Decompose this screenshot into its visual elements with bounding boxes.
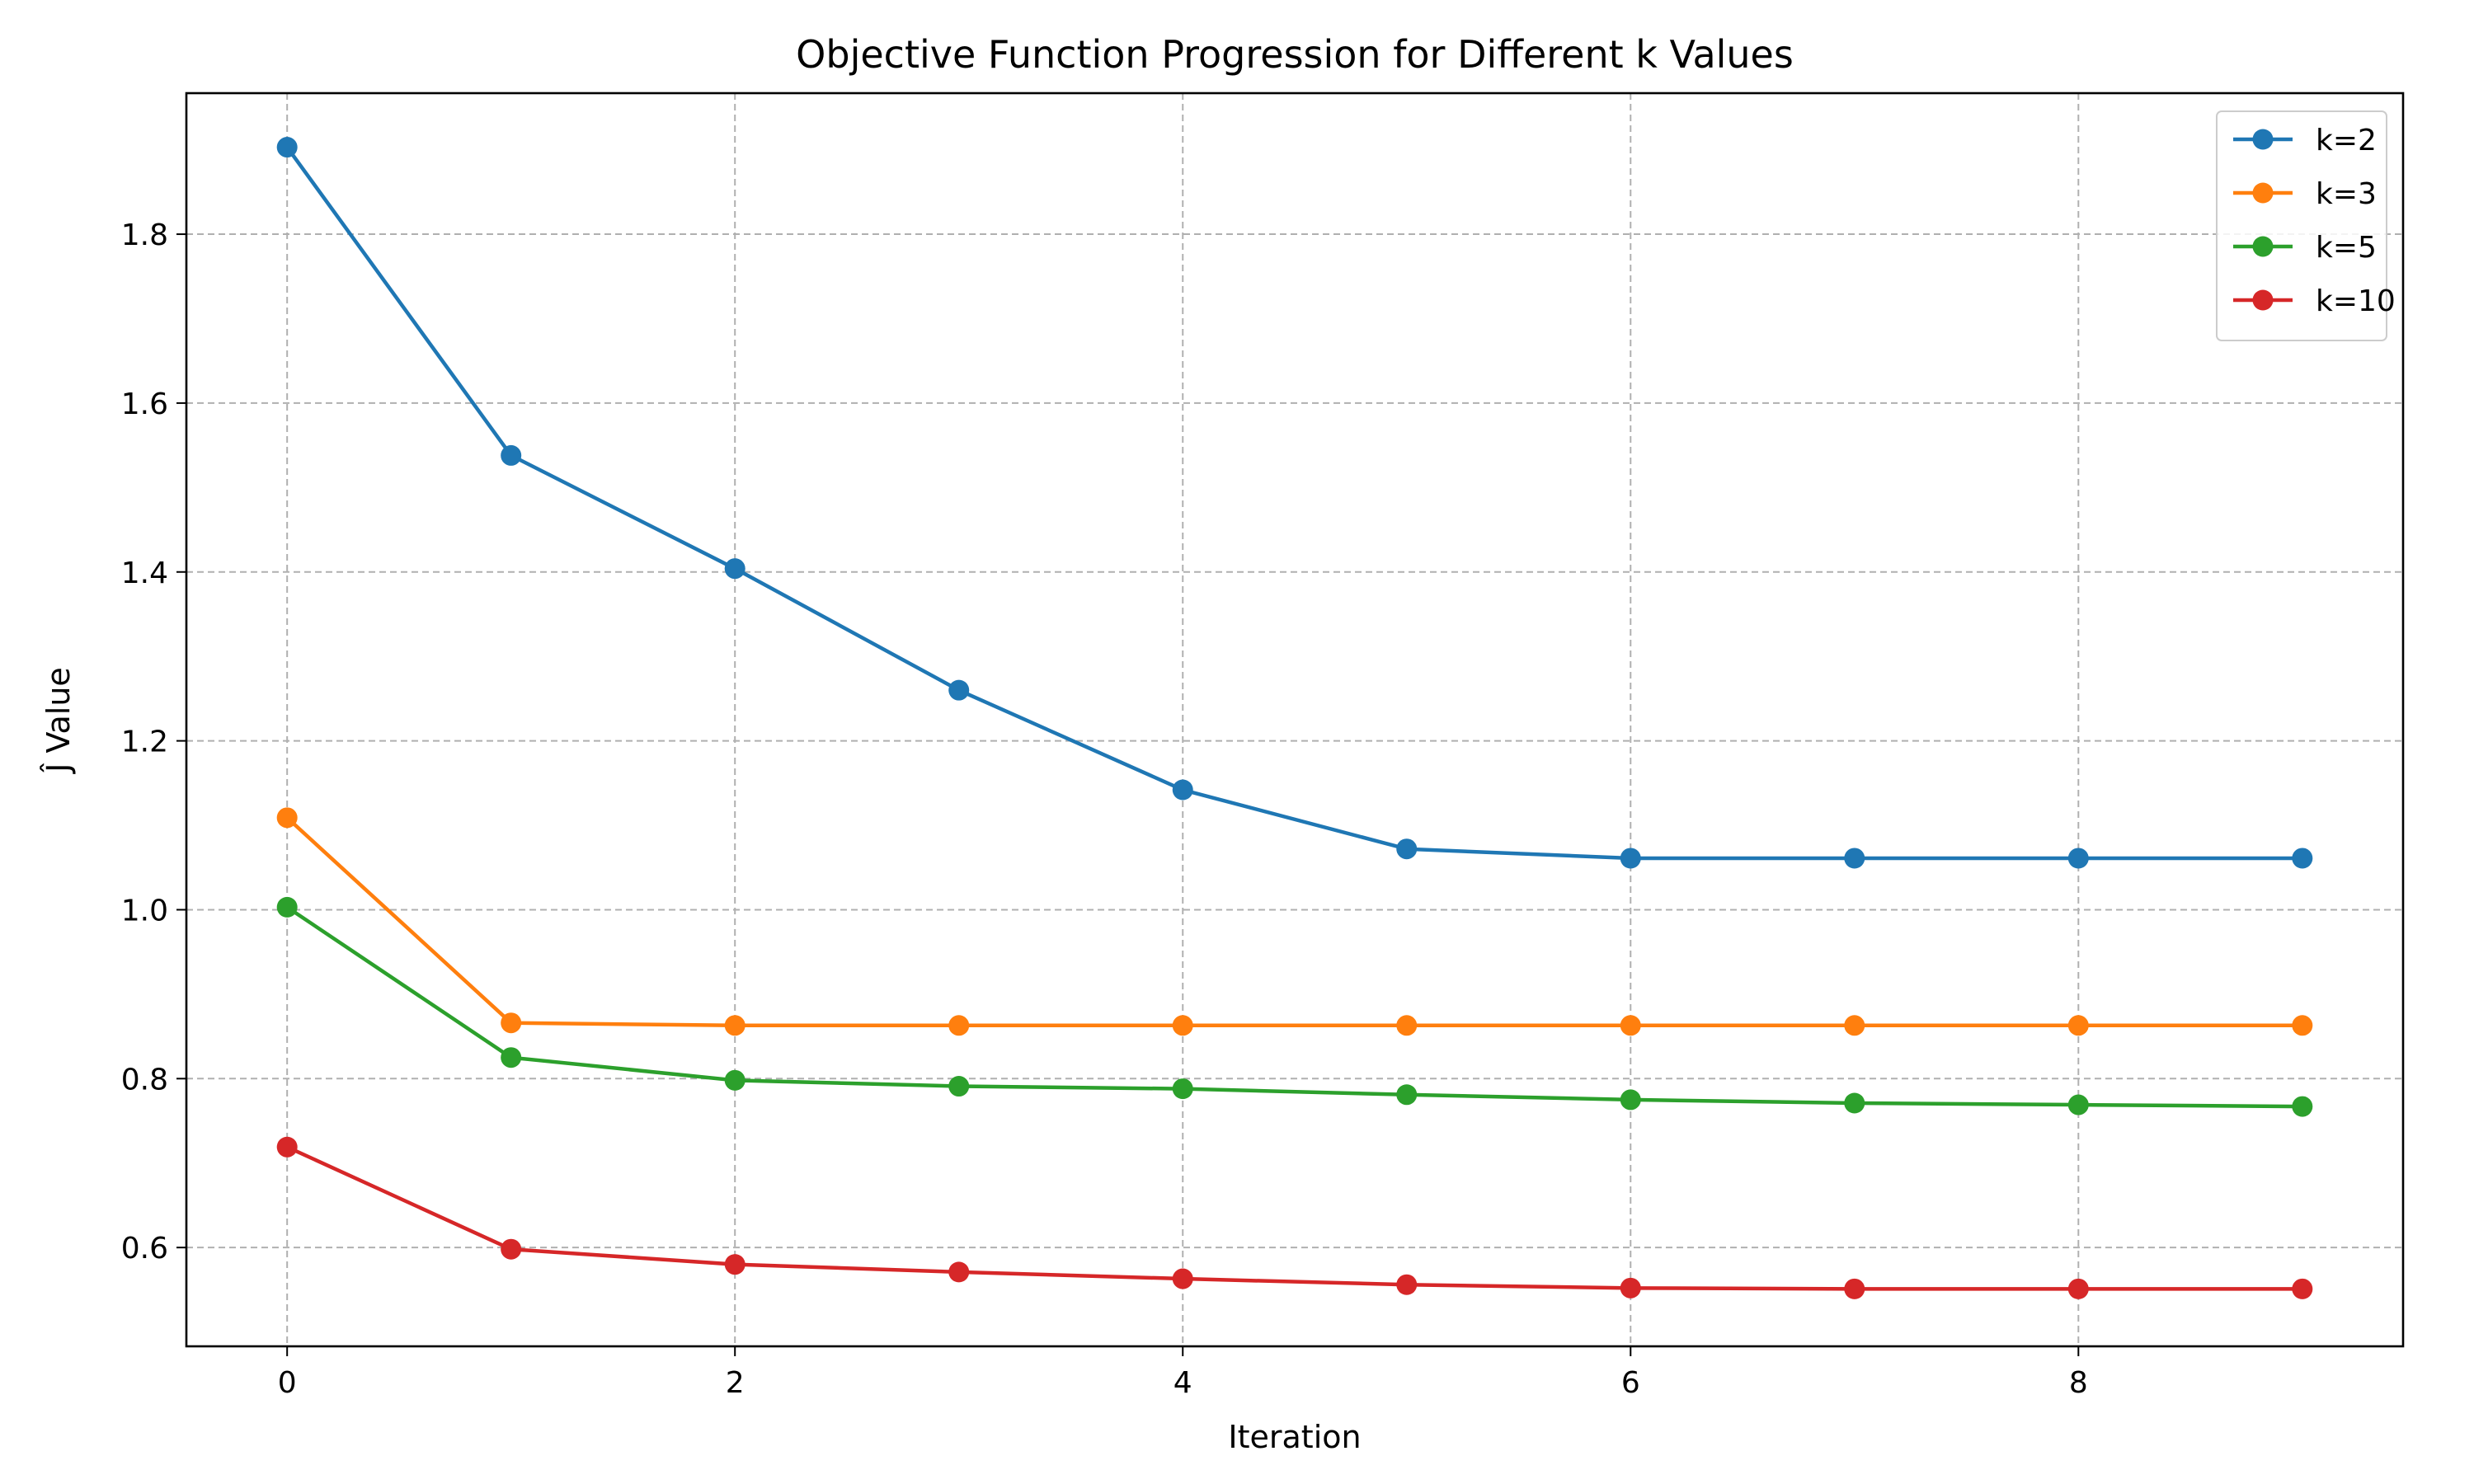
data-point <box>1172 1015 1193 1036</box>
data-point <box>724 1015 745 1036</box>
legend-item: k=10 <box>2233 284 2396 318</box>
y-tick-label: 1.2 <box>121 726 168 759</box>
y-tick-label: 1.0 <box>121 894 168 928</box>
legend-item: k=2 <box>2233 124 2377 157</box>
data-point <box>724 1254 745 1275</box>
series-layer <box>276 137 2313 1299</box>
data-point <box>948 679 970 701</box>
data-point <box>276 1136 298 1158</box>
legend-label: k=2 <box>2316 124 2377 157</box>
legend-item: k=3 <box>2233 177 2377 211</box>
legend-swatch-marker <box>2252 129 2274 150</box>
x-tick-label: 8 <box>2069 1366 2088 1400</box>
y-tick-label: 1.4 <box>121 556 168 590</box>
series-line <box>285 905 2302 1109</box>
data-point <box>1396 838 1418 860</box>
x-axis-label: Iteration <box>1228 1419 1361 1455</box>
data-point <box>1844 1092 1865 1114</box>
data-point <box>1620 1015 1641 1036</box>
data-point <box>2292 1278 2313 1299</box>
y-axis-label: Ĵ Value <box>40 667 77 774</box>
x-tick-label: 6 <box>1621 1366 1640 1400</box>
plot-frame <box>185 92 2405 1348</box>
series-k-10 <box>276 1136 2313 1299</box>
data-point <box>2067 1094 2089 1115</box>
data-point <box>501 444 522 466</box>
legend-box <box>2216 110 2387 341</box>
legend-swatch-marker <box>2252 236 2274 257</box>
data-point <box>1396 1084 1418 1106</box>
data-point <box>2292 1096 2313 1117</box>
data-point <box>1396 1015 1418 1036</box>
data-point <box>276 807 298 829</box>
y-tick-label: 1.8 <box>121 218 168 252</box>
y-tick-label: 0.6 <box>121 1232 168 1266</box>
data-point <box>2292 848 2313 869</box>
series-line <box>285 146 2302 861</box>
legend-label: k=10 <box>2316 284 2396 318</box>
y-tick-label: 0.8 <box>121 1063 168 1097</box>
data-point <box>276 896 298 918</box>
series-k-5 <box>276 896 2313 1117</box>
data-point <box>501 1238 522 1260</box>
data-point <box>1172 1268 1193 1289</box>
data-point <box>1620 1089 1641 1111</box>
chart-title: Objective Function Progression for Diffe… <box>796 32 1794 77</box>
x-tick-label: 2 <box>726 1366 745 1400</box>
data-point <box>1844 1015 1865 1036</box>
data-point <box>501 1047 522 1068</box>
data-point <box>2067 1015 2089 1036</box>
data-point <box>2067 848 2089 869</box>
data-point <box>724 1069 745 1091</box>
legend: k=2 k=3 k=5 k=10 <box>2216 110 2396 341</box>
data-point <box>724 558 745 580</box>
series-k-2 <box>276 137 2313 869</box>
y-tick-label: 1.6 <box>121 387 168 421</box>
x-tick-label: 4 <box>1174 1366 1192 1400</box>
data-point <box>276 137 298 158</box>
data-point <box>948 1261 970 1283</box>
data-point <box>948 1015 970 1036</box>
legend-swatch-marker <box>2252 289 2274 311</box>
series-line <box>286 1145 2302 1291</box>
data-point <box>1172 1078 1193 1100</box>
series-k-3 <box>276 807 2313 1036</box>
legend-label: k=3 <box>2316 177 2377 211</box>
legend-swatch-marker <box>2252 182 2274 204</box>
legend-label: k=5 <box>2316 231 2377 265</box>
data-point <box>948 1076 970 1097</box>
data-point <box>1620 1277 1641 1298</box>
data-point <box>2067 1278 2089 1299</box>
legend-item: k=5 <box>2233 231 2377 265</box>
series-line <box>285 816 2302 1028</box>
data-point <box>1620 848 1641 869</box>
data-point <box>1172 779 1193 801</box>
x-tick-label: 0 <box>278 1366 297 1400</box>
data-point <box>501 1012 522 1034</box>
data-point <box>2292 1015 2313 1036</box>
grid <box>186 93 2403 1346</box>
axis-ticks: 0 2 4 6 8 0.6 0.8 1.0 1.2 1.4 1.6 1.8 <box>121 218 2088 1400</box>
data-point <box>1844 848 1865 869</box>
data-point <box>1396 1274 1418 1295</box>
data-point <box>1844 1278 1865 1299</box>
